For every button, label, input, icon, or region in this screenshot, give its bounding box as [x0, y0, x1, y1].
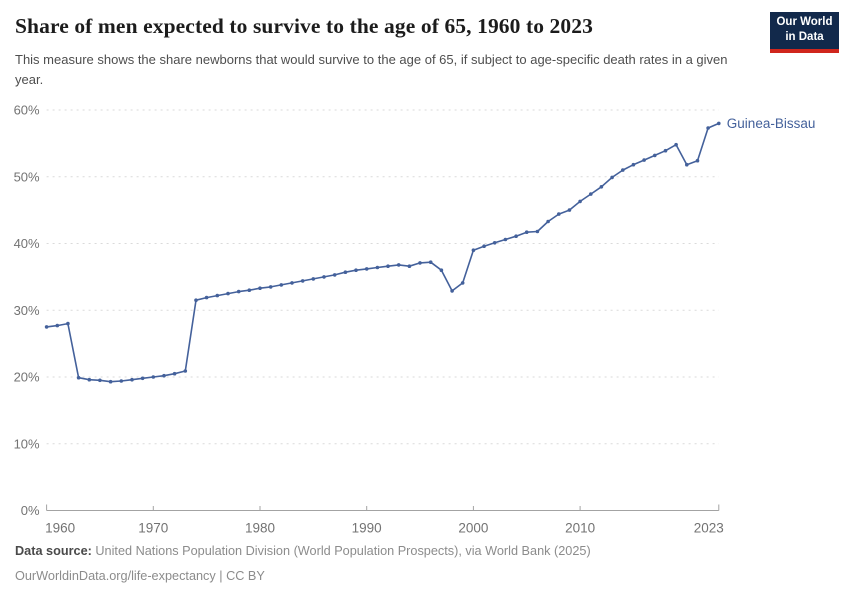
- series-point: [108, 379, 113, 384]
- series-point: [279, 283, 284, 287]
- series-point: [162, 373, 166, 378]
- series-point: [567, 208, 572, 212]
- series-point: [471, 248, 476, 252]
- series-point: [396, 263, 401, 267]
- series-point: [354, 268, 358, 273]
- data-source-line: Data source: United Nations Population D…: [15, 543, 591, 560]
- series-point: [663, 148, 668, 153]
- series-point: [332, 273, 337, 277]
- y-axis-tick-label: 20%: [14, 370, 40, 385]
- series-point: [290, 281, 294, 285]
- x-axis-tick-label: 1980: [245, 521, 275, 536]
- chart-subtitle: This measure shows the share newborns th…: [15, 52, 728, 87]
- x-axis-tick-label: 1960: [45, 521, 75, 536]
- series-point: [343, 270, 348, 275]
- series-point: [642, 158, 646, 162]
- series-point: [204, 295, 209, 300]
- series-point: [236, 289, 241, 294]
- owid-logo: Our World in Data: [770, 12, 839, 53]
- series-point: [172, 371, 177, 376]
- y-axis-tick-label: 50%: [14, 169, 40, 184]
- series-point: [407, 264, 412, 269]
- series-point: [44, 325, 49, 329]
- series-point: [450, 289, 454, 293]
- chart-title: Share of men expected to survive to the …: [15, 14, 593, 38]
- series-point: [610, 175, 614, 180]
- x-axis-tick-label: 1970: [138, 521, 168, 536]
- series-point: [439, 268, 444, 273]
- series-point: [631, 162, 636, 167]
- y-axis-tick-label: 40%: [14, 236, 40, 251]
- series-point: [695, 158, 700, 163]
- y-axis-tick-label: 0%: [21, 503, 40, 518]
- series-point: [386, 264, 390, 269]
- series-line: [46, 122, 720, 383]
- series-point: [460, 281, 465, 285]
- series-point: [685, 162, 689, 167]
- series-point: [151, 375, 156, 379]
- series-point: [482, 244, 486, 248]
- series-point: [66, 321, 70, 326]
- series-point: [55, 323, 60, 328]
- series-point: [87, 377, 92, 382]
- y-axis-tick-label: 10%: [14, 436, 40, 451]
- series-point: [140, 376, 145, 381]
- series-point: [364, 267, 369, 271]
- data-source-text: United Nations Population Division (Worl…: [95, 544, 591, 558]
- series-point: [717, 121, 721, 126]
- y-axis-tick-label: 30%: [14, 303, 40, 318]
- series-point: [674, 142, 678, 147]
- footer-license: OurWorldinData.org/life-expectancy | CC …: [15, 569, 265, 583]
- series-point: [428, 260, 433, 265]
- series-point: [418, 261, 422, 265]
- series-point: [98, 378, 102, 383]
- chart-footer: Data source: United Nations Population D…: [15, 543, 591, 593]
- series-point: [546, 219, 550, 224]
- series-point: [492, 241, 497, 245]
- series-point: [247, 288, 252, 293]
- owid-logo-line1: Our World: [776, 16, 833, 28]
- series-point: [524, 230, 529, 234]
- series-point: [322, 275, 326, 279]
- series-point: [130, 377, 134, 382]
- x-axis-tick-label: 1990: [352, 521, 382, 536]
- series-point: [183, 369, 188, 373]
- owid-logo-line2: in Data: [785, 31, 824, 43]
- series-point: [503, 237, 508, 242]
- series-point: [557, 212, 561, 216]
- y-axis-tick-label: 60%: [14, 103, 40, 118]
- series-point: [706, 126, 710, 130]
- series-point: [535, 229, 540, 234]
- x-axis-tick-label: 2010: [565, 521, 595, 536]
- x-axis-tick-label: 2023: [694, 521, 724, 536]
- series-point: [119, 379, 124, 383]
- series-point: [599, 185, 604, 189]
- entity-label: Guinea-Bissau: [727, 116, 816, 131]
- series-point: [226, 291, 230, 296]
- series-point: [621, 168, 625, 172]
- series-point: [268, 285, 273, 289]
- series-point: [589, 192, 593, 196]
- series-point: [258, 286, 262, 291]
- series-point: [514, 234, 518, 238]
- series-point: [311, 277, 316, 281]
- series-point: [578, 199, 582, 204]
- series-point: [375, 265, 380, 270]
- data-source-label: Data source:: [15, 544, 92, 558]
- x-axis-tick-label: 2000: [458, 521, 488, 536]
- series-point: [76, 375, 81, 380]
- series-point: [194, 298, 198, 303]
- series-point: [300, 279, 305, 283]
- series-point: [215, 293, 220, 298]
- series-point: [653, 153, 657, 158]
